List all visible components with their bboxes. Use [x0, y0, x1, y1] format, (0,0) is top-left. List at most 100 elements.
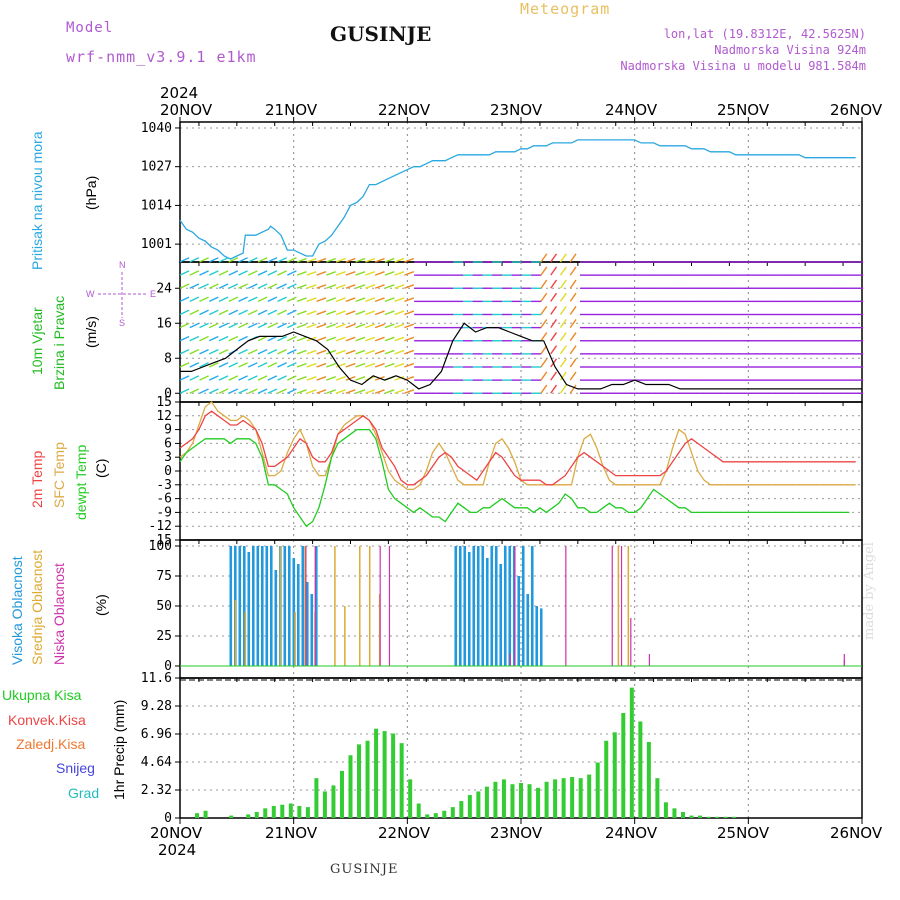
compass-e: E: [150, 289, 156, 299]
wind-arrow: [247, 322, 258, 329]
wind-arrow: [326, 362, 336, 368]
high-cloud-bar: [530, 546, 534, 666]
high-cloud-bar: [467, 552, 471, 666]
wind-arrow: [228, 388, 239, 394]
cloud-ytick-label: 50: [156, 599, 172, 614]
wind-arrow: [277, 349, 287, 355]
wind-arrow: [326, 271, 336, 276]
wind-arrow: [287, 388, 297, 394]
wind-arrow: [384, 336, 395, 342]
wind-arrow: [208, 257, 219, 263]
cloud-ytick-label: 0: [164, 659, 172, 674]
wind-arrow: [189, 362, 200, 368]
plot-layer: 104010271014100124168015129630-3-6-9-12-…: [141, 117, 864, 826]
wind-arrow: [365, 336, 376, 342]
day-label-bottom-1: 21NOV: [265, 824, 318, 842]
precip-bar: [536, 787, 541, 818]
wind-arrow: [179, 257, 190, 263]
dewpt-temp-line: [179, 428, 850, 528]
wind-arrow: [199, 335, 209, 342]
wind-arrow: [189, 375, 200, 381]
low-cloud-label: Niska Oblacnost: [51, 563, 67, 665]
wind-arrow: [257, 283, 268, 289]
wind-arrow: [247, 375, 258, 381]
high-cloud-bar: [472, 546, 476, 666]
wind-arrow: [394, 257, 405, 263]
wind-arrow: [550, 371, 558, 381]
meteogram-label: Meteogram: [520, 0, 611, 18]
wind-arrow: [277, 309, 287, 316]
wind-arrow: [208, 309, 219, 316]
precip-bar: [570, 776, 575, 818]
wind-arrow: [238, 322, 248, 329]
wind-arrow: [559, 253, 567, 263]
precip-bar: [365, 740, 370, 818]
wind-arrow: [384, 297, 395, 303]
wind-arrow: [267, 362, 278, 368]
day-label-top-6: 26NOV: [830, 101, 883, 119]
precip-bar: [578, 778, 583, 818]
wind-arrow: [316, 349, 327, 355]
wind-arrow: [238, 388, 248, 394]
precip-bar: [450, 807, 455, 818]
wind-arrow: [384, 271, 395, 276]
wind-arrow: [267, 270, 278, 276]
wind-arrow: [296, 297, 307, 303]
precip-ytick-label: 0: [164, 811, 172, 826]
wind-arrow: [179, 335, 190, 342]
legend-total-rain: Ukupna Kisa: [2, 687, 82, 703]
wind-arrow: [550, 319, 558, 329]
high-cloud-bar: [454, 546, 458, 666]
precip-bar: [595, 762, 600, 818]
wind-arrow: [277, 257, 287, 263]
wind-arrow: [569, 305, 577, 315]
precip-bar: [732, 816, 737, 818]
wind-arrow: [316, 336, 327, 342]
wind-arrow: [199, 375, 209, 381]
year-label-bottom: 2024: [158, 841, 196, 859]
wind-arrow: [287, 349, 297, 355]
wind-arrow: [189, 388, 200, 394]
wind-arrow: [208, 296, 219, 303]
wind-arrow: [326, 323, 336, 329]
wind-arrow: [287, 335, 297, 342]
low-cloud-bar: [388, 546, 391, 666]
precip-bar: [408, 779, 413, 818]
cloud-ytick-label: 75: [156, 569, 172, 584]
high-cloud-bar: [310, 594, 314, 666]
wind-arrow: [374, 336, 385, 342]
wind-ytick-label: 16: [156, 316, 172, 331]
precip-ytick-label: 6.96: [141, 727, 172, 742]
precip-bar: [314, 778, 319, 818]
precip-bar: [331, 785, 336, 818]
wind-arrow: [257, 296, 268, 303]
wind-arrow: [326, 257, 336, 263]
wind-arrow: [257, 362, 268, 368]
precip-bar: [263, 808, 268, 818]
wind-arrow: [345, 349, 356, 355]
wind-arrow: [550, 345, 558, 355]
wind-arrow: [316, 376, 327, 381]
pressure-frame: [179, 121, 863, 263]
wind-arrow: [199, 296, 209, 303]
wind-arrow: [238, 375, 248, 381]
wind-arrow: [559, 279, 567, 289]
pressure-ytick-label: 1001: [141, 237, 172, 252]
high-cloud-bar: [305, 582, 309, 666]
precip-bar: [433, 813, 438, 818]
pressure-unit: (hPa): [83, 176, 99, 210]
precip-bar: [646, 741, 651, 818]
model-label: Model: [66, 20, 114, 36]
wind-arrow: [306, 310, 317, 316]
mid-cloud-bar: [617, 546, 620, 666]
precip-bar: [382, 731, 387, 818]
high-cloud-bar: [314, 546, 318, 666]
precip-bar: [391, 733, 396, 818]
wind-arrow: [404, 389, 415, 394]
wind-arrow: [199, 270, 209, 276]
precip-bar: [655, 778, 660, 818]
temp-ytick-label: 3: [164, 450, 172, 465]
wind-arrow: [384, 349, 395, 355]
precip-unit: 1hr Precip (mm): [111, 700, 127, 800]
high-cloud-bar: [521, 546, 525, 666]
